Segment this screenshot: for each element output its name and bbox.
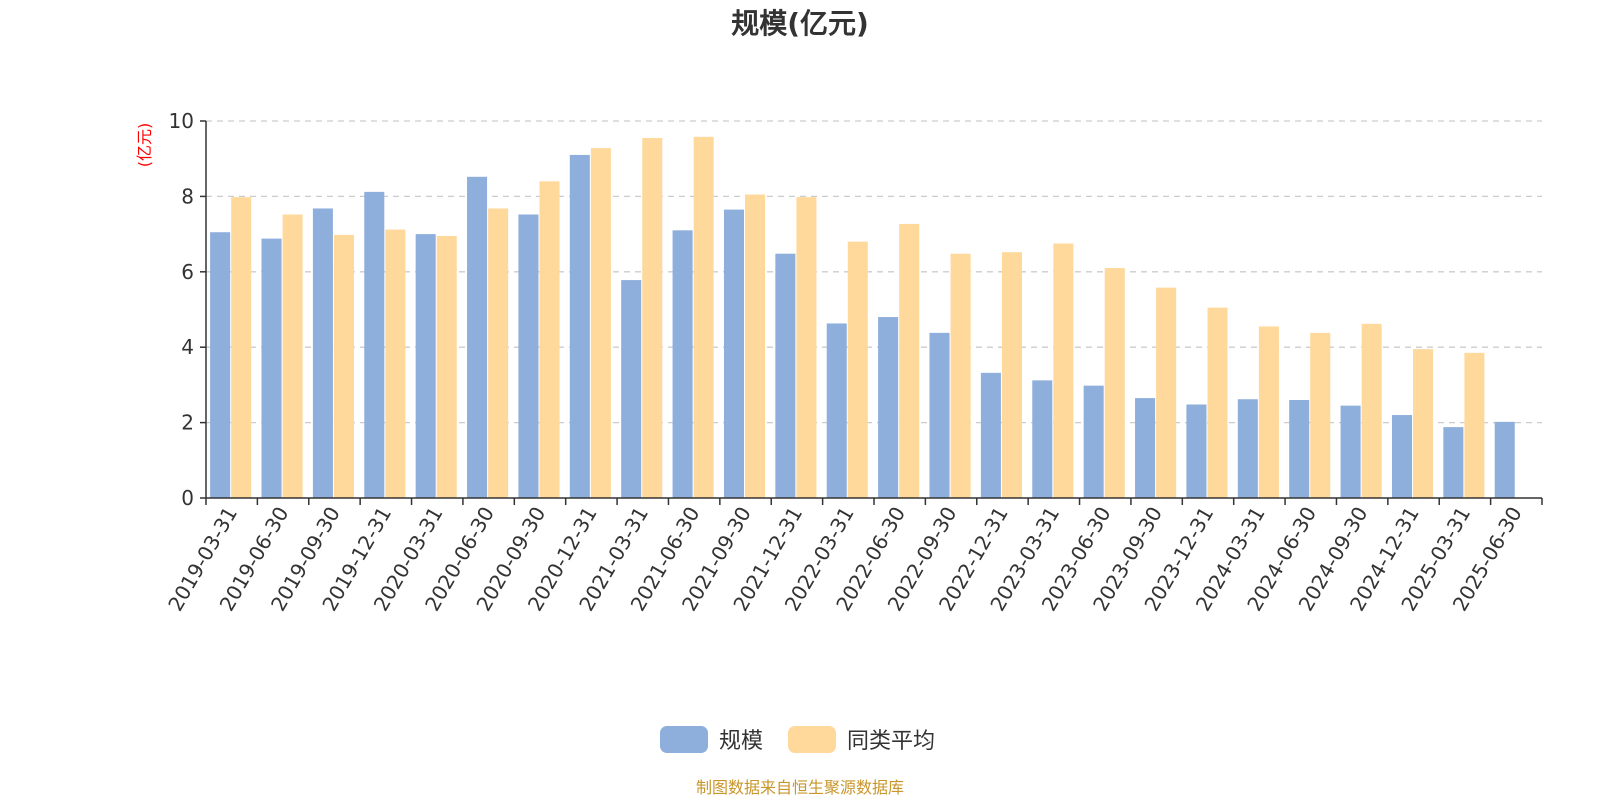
source-note: 制图数据来自恒生聚源数据库	[696, 778, 904, 797]
bar-scale	[1289, 399, 1310, 498]
y-tick-label: 0	[181, 486, 194, 510]
bar-peer-average	[1156, 287, 1177, 498]
bar-scale	[364, 191, 385, 498]
x-tick-labels: 2019-03-312019-06-302019-09-302019-12-31…	[163, 502, 1527, 615]
bar-peer-average	[796, 197, 817, 499]
bar-peer-average	[1104, 268, 1125, 498]
bar-scale	[312, 208, 333, 499]
bar-peer-average	[847, 241, 868, 498]
bar-scale	[672, 230, 693, 498]
bar-peer-average	[385, 229, 406, 499]
y-tick-label: 10	[169, 109, 194, 133]
chart-title: 规模(亿元)	[731, 7, 869, 40]
bar-scale	[1186, 404, 1207, 498]
bar-scale	[980, 372, 1001, 498]
bar-scale	[723, 209, 744, 498]
legend: 规模 同类平均	[660, 726, 935, 754]
y-tick-label: 8	[181, 184, 194, 208]
bar-peer-average	[1001, 252, 1022, 498]
y-tick-label: 2	[181, 411, 194, 435]
bar-scale	[415, 234, 436, 498]
bar-peer-average	[231, 197, 252, 499]
bar-scale	[1391, 415, 1412, 498]
bar-scale	[775, 253, 796, 498]
bar-scale	[1032, 380, 1053, 498]
bar-scale	[1340, 405, 1361, 498]
bar-peer-average	[899, 223, 920, 498]
legend-swatch	[788, 726, 836, 753]
bar-scale	[621, 280, 642, 498]
bar-peer-average	[333, 234, 354, 498]
bar-peer-average	[1310, 332, 1331, 498]
bar-peer-average	[488, 208, 509, 499]
bar-peer-average	[950, 253, 971, 498]
bar-scale	[878, 317, 899, 498]
bar-scale	[518, 214, 539, 498]
bar-scale	[261, 238, 282, 498]
bar-scale	[1083, 385, 1104, 498]
legend-label: 规模	[719, 729, 763, 754]
bar-peer-average	[642, 137, 663, 498]
bar-scale	[929, 332, 950, 498]
bar-peer-average	[1413, 349, 1434, 498]
bar-peer-average	[539, 181, 560, 498]
bar-peer-average	[590, 148, 611, 499]
bar-peer-average	[1464, 352, 1485, 498]
bar-peer-average	[1361, 323, 1382, 498]
legend-label: 同类平均	[847, 729, 935, 754]
bar-scale	[467, 176, 488, 498]
y-tick-label: 6	[181, 260, 194, 284]
bar-scale	[1494, 421, 1515, 498]
legend-swatch	[660, 726, 708, 753]
y-tick-labels: 0 2 4 6 8 10	[169, 109, 194, 510]
bar-scale	[1237, 399, 1258, 498]
bar-peer-average	[693, 136, 714, 499]
bar-peer-average	[1053, 243, 1074, 498]
bar-scale	[1135, 398, 1156, 498]
bar-peer-average	[1207, 307, 1228, 498]
gridlines	[206, 120, 1542, 424]
y-tick-label: 4	[181, 335, 194, 359]
bar-peer-average	[282, 214, 303, 498]
bar-peer-average	[745, 194, 766, 498]
bar-peer-average	[436, 235, 457, 499]
bar-scale	[826, 323, 847, 498]
bar-scale	[569, 154, 590, 498]
bar-scale	[210, 232, 231, 498]
y-axis-label: (亿元)	[135, 123, 154, 168]
axes	[200, 120, 1543, 505]
bars	[210, 136, 1515, 499]
bar-peer-average	[1258, 326, 1279, 498]
bar-scale	[1443, 427, 1464, 498]
